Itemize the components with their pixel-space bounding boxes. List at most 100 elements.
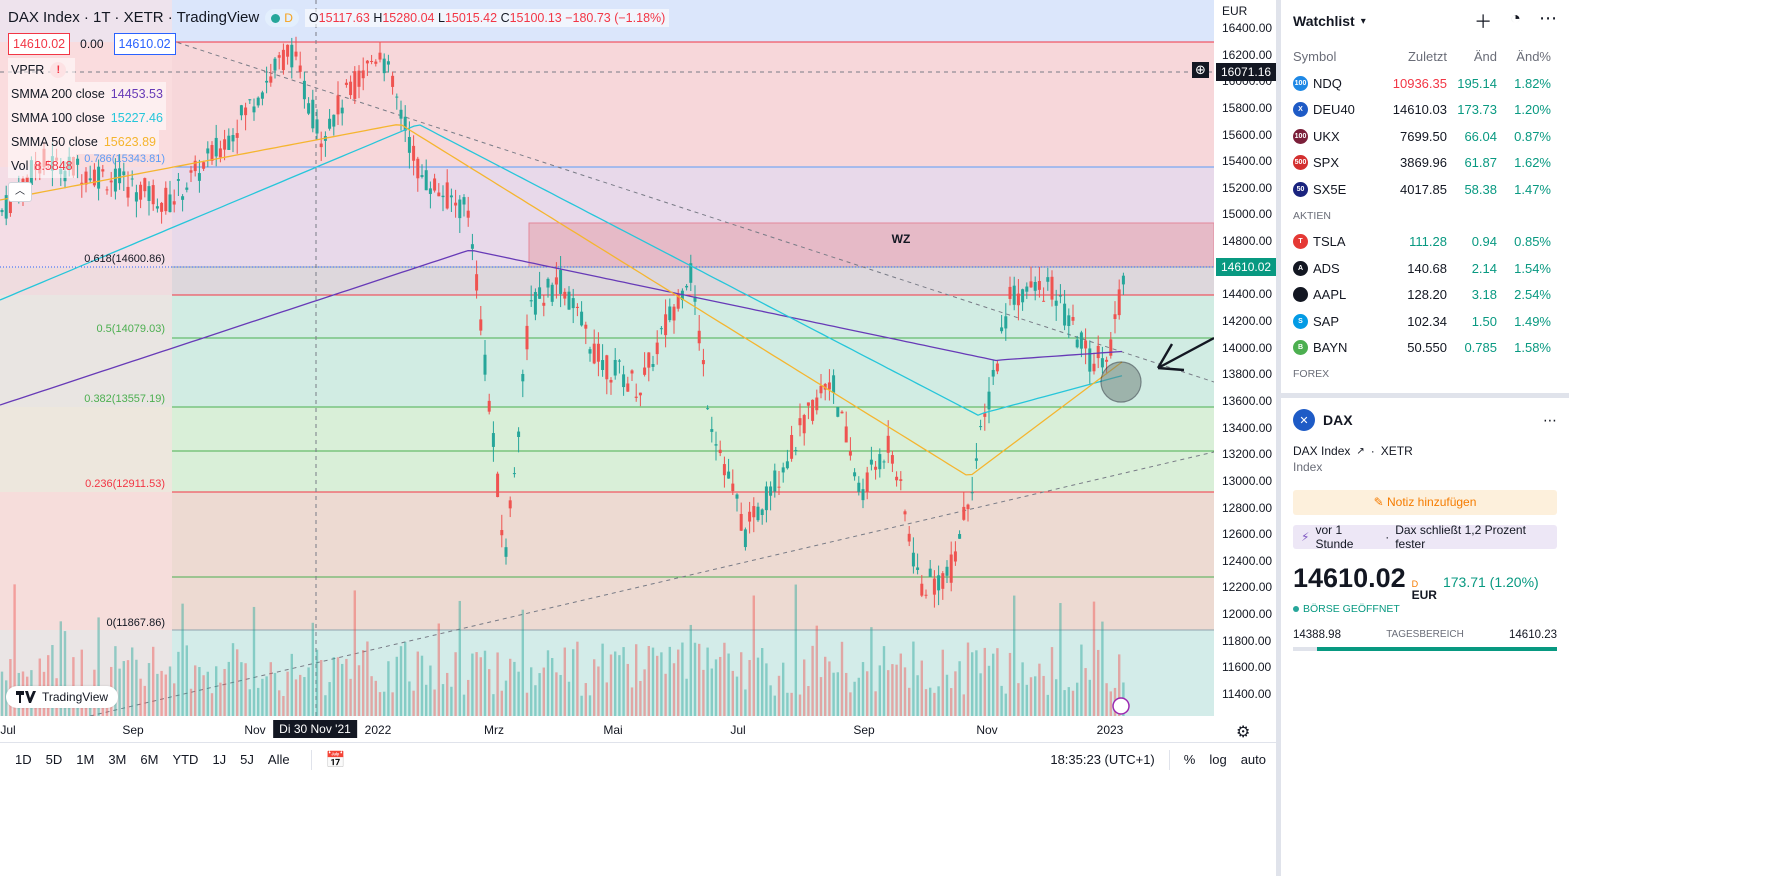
- volume-bar: [706, 647, 709, 716]
- external-link-icon[interactable]: ↗: [1356, 445, 1365, 457]
- watchlist-row[interactable]: 50 SX5E 4017.85 58.38 1.47%: [1281, 176, 1569, 203]
- warning-icon[interactable]: !: [50, 62, 67, 78]
- indicator-row[interactable]: SMMA 200 close 14453.53: [8, 82, 166, 106]
- chart-area[interactable]: 0.786(15343.81) 0.618(14600.86) 0.5(14079.…: [0, 0, 1370, 840]
- volume-bar: [731, 670, 734, 716]
- news-text: Dax schließt 1,2 Prozent fester: [1395, 523, 1526, 551]
- last-price-tag[interactable]: 14610.02: [1216, 258, 1277, 276]
- volume-bar: [500, 690, 503, 716]
- volume-bar: [605, 682, 608, 716]
- col-change[interactable]: Änd: [1473, 48, 1497, 64]
- collapse-legend-button[interactable]: ︿: [8, 182, 32, 202]
- more-icon[interactable]: ⋯: [1539, 8, 1557, 28]
- chevron-down-icon[interactable]: ▾: [1360, 15, 1366, 27]
- indicator-row[interactable]: SMMA 100 close 15227.46: [8, 106, 166, 130]
- volume-bar: [836, 672, 839, 716]
- volume-bar: [752, 595, 755, 716]
- timeframe-button[interactable]: 3M: [108, 752, 127, 767]
- volume-bar: [244, 663, 247, 716]
- add-note-button[interactable]: ✎ Notiz hinzufügen: [1293, 490, 1557, 515]
- panel-separator[interactable]: [1281, 393, 1569, 398]
- col-symbol[interactable]: Symbol: [1293, 48, 1337, 64]
- detail-exchange[interactable]: XETR: [1380, 444, 1413, 458]
- fib-label: 0(11867.86): [106, 617, 165, 629]
- watchlist-row[interactable]: B BAYN 50.550 0.785 1.58%: [1281, 335, 1569, 362]
- time-axis[interactable]: Jul Sep Nov Di 30 Nov '21 2022 Mrz Mai Jul Sep No…: [0, 716, 1214, 742]
- settings-gear-icon[interactable]: ⚙: [1236, 724, 1251, 741]
- timeframe-button[interactable]: 1D: [15, 752, 32, 767]
- timeframe-button[interactable]: 6M: [140, 752, 159, 767]
- panel-divider[interactable]: [1276, 0, 1281, 876]
- volume-bar: [1055, 679, 1058, 716]
- percent-scale-toggle[interactable]: %: [1183, 752, 1196, 767]
- volume-bar: [173, 683, 176, 716]
- detail-more-icon[interactable]: ⋯: [1543, 411, 1557, 428]
- watchlist-row[interactable]: 500 SPX 3869.96 61.87 1.62%: [1281, 150, 1569, 177]
- currency-label[interactable]: EUR: [1222, 4, 1248, 18]
- price-chart[interactable]: 0.786(15343.81) 0.618(14600.86) 0.5(14079.…: [0, 0, 1214, 716]
- volume-bar: [236, 649, 239, 716]
- watchlist-row[interactable]: T TSLA 111.28 0.94 0.85%: [1281, 229, 1569, 256]
- clock-timezone[interactable]: 18:35:23 (UTC+1): [1050, 752, 1155, 767]
- range-low: 14388.98: [1293, 629, 1341, 641]
- tradingview-logo[interactable]: TradingView: [6, 686, 119, 708]
- candle-body: [710, 429, 714, 432]
- watchlist-row[interactable]: A ADS 140.68 2.14 1.54%: [1281, 255, 1569, 282]
- time-tick-label: Jul: [0, 723, 16, 737]
- section-stocks[interactable]: AKTIEN: [1293, 209, 1331, 222]
- volume-bar: [597, 666, 600, 716]
- timeframe-button[interactable]: YTD: [172, 752, 199, 767]
- section-forex[interactable]: FOREX: [1293, 368, 1330, 380]
- indicator-row[interactable]: VPFR!: [8, 58, 76, 82]
- candle-body: [97, 166, 101, 189]
- watchlist-title[interactable]: Watchlist: [1293, 13, 1355, 29]
- log-scale-toggle[interactable]: log: [1209, 752, 1227, 767]
- sell-price-button[interactable]: 14610.02: [8, 33, 71, 55]
- add-symbol-icon[interactable]: ＋: [1474, 12, 1493, 32]
- candle-body: [428, 188, 432, 194]
- symbol-title[interactable]: DAX Index · 1T · XETR · TradingView: [8, 9, 260, 26]
- col-change-pct[interactable]: Änd%: [1516, 48, 1551, 64]
- candle-body: [1113, 314, 1117, 320]
- volume-bar: [462, 694, 466, 716]
- detail-full-name[interactable]: DAX Index: [1293, 444, 1351, 458]
- timeframe-button[interactable]: 1M: [76, 752, 95, 767]
- pie-chart-icon[interactable]: ◔: [1510, 8, 1521, 28]
- watchlist-row[interactable]: 100 NDQ 10936.35 195.14 1.82%: [1281, 70, 1569, 97]
- buy-price-button[interactable]: 14610.02: [113, 33, 176, 55]
- candle-body: [517, 431, 521, 438]
- watchlist-row[interactable]: S SAP 102.34 1.50 1.49%: [1281, 308, 1569, 335]
- timeframe-button[interactable]: Alle: [267, 752, 290, 767]
- add-alert-icon[interactable]: ⊕: [1192, 62, 1209, 78]
- indicator-row[interactable]: Vol 8.5848: [8, 154, 76, 178]
- watchlist-row[interactable]: 100 UKX 7699.50 66.04 0.87%: [1281, 123, 1569, 150]
- price-axis[interactable]: EUR 16400.00 16200.00 16000.00 15800.00 1560…: [1192, 0, 1277, 741]
- volume-bar: [509, 658, 512, 716]
- watchlist-row[interactable]: AAPL 128.20 3.18 2.54%: [1281, 282, 1569, 309]
- timeframe-button[interactable]: 1J: [212, 752, 227, 767]
- candle-body: [412, 145, 416, 161]
- watchlist-row[interactable]: X DEU40 14610.03 173.73 1.20%: [1281, 97, 1569, 124]
- candle-body: [151, 185, 155, 205]
- calendar-range-icon[interactable]: 📅: [325, 751, 346, 769]
- fib-zone: [0, 267, 1214, 295]
- indicator-row[interactable]: SMMA 50 close 15623.89: [8, 130, 159, 154]
- market-status-pill[interactable]: D: [265, 9, 299, 27]
- timeframe-button[interactable]: 5D: [45, 752, 63, 767]
- detail-symbol-name[interactable]: DAX: [1323, 412, 1353, 428]
- candle-body: [878, 454, 882, 470]
- volume-bar: [656, 655, 659, 716]
- crosshair-price-tag[interactable]: 16071.16: [1216, 63, 1277, 81]
- news-headline[interactable]: ⚡ vor 1 Stunde · Dax schließt 1,2 Prozen…: [1293, 523, 1557, 551]
- candle-body: [983, 413, 987, 417]
- change: 66.04: [1464, 128, 1497, 144]
- candle-body: [840, 411, 844, 414]
- col-last[interactable]: Zuletzt: [1407, 48, 1447, 64]
- symbol-cell: B BAYN: [1293, 340, 1383, 356]
- volume-bar: [639, 680, 642, 716]
- volume-bar: [467, 679, 470, 716]
- volume-bar: [131, 647, 134, 716]
- auto-scale-toggle[interactable]: auto: [1240, 752, 1266, 767]
- timeframe-button[interactable]: 5J: [240, 752, 254, 767]
- change-pct: 1.82%: [1514, 75, 1551, 91]
